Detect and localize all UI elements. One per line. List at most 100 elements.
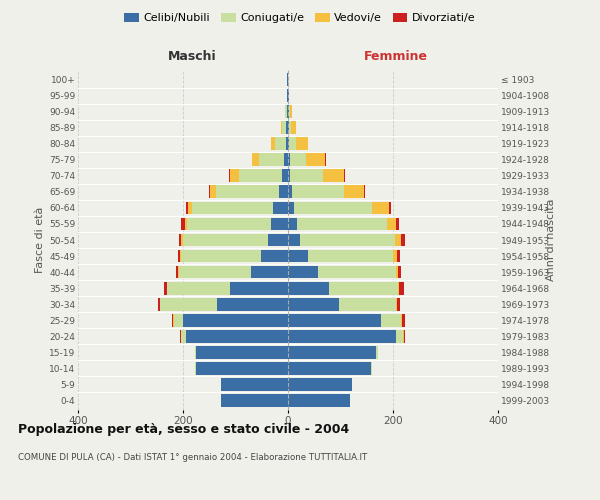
Bar [158,298,160,310]
Bar [172,314,173,326]
Bar [397,250,400,262]
Bar [329,282,398,294]
Bar [192,202,274,214]
Bar [291,122,296,134]
Bar [395,330,403,342]
Bar [288,298,340,310]
Bar [215,186,278,198]
Bar [393,250,397,262]
Bar [288,394,350,407]
Bar [387,218,396,230]
Bar [195,362,196,374]
Bar [344,170,345,182]
Bar [271,218,288,230]
Bar [288,346,376,358]
Bar [382,314,401,326]
Bar [299,234,395,246]
Bar [323,170,344,182]
Bar [396,298,397,310]
Bar [274,202,288,214]
Bar [288,170,290,182]
Bar [290,170,323,182]
Bar [376,346,378,358]
Bar [398,282,400,294]
Bar [289,106,290,118]
Bar [400,282,404,294]
Bar [401,314,403,326]
Bar [396,218,399,230]
Bar [281,122,282,134]
Bar [286,138,288,150]
Bar [185,218,187,230]
Bar [209,186,210,198]
Bar [286,122,288,134]
Bar [196,362,288,374]
Bar [188,202,192,214]
Bar [179,234,181,246]
Bar [183,234,268,246]
Bar [372,202,389,214]
Bar [288,234,299,246]
Bar [287,106,288,118]
Bar [259,154,284,166]
Bar [396,266,398,278]
Bar [282,170,288,182]
Bar [288,330,395,342]
Bar [288,314,382,326]
Bar [181,234,183,246]
Bar [286,106,287,118]
Bar [181,250,260,262]
Bar [284,154,288,166]
Bar [221,378,288,391]
Bar [389,202,391,214]
Bar [288,218,298,230]
Bar [282,122,286,134]
Bar [230,170,239,182]
Bar [176,266,178,278]
Bar [210,186,215,198]
Bar [290,154,307,166]
Bar [195,346,196,358]
Y-axis label: Anni di nascita: Anni di nascita [545,198,556,281]
Bar [288,186,292,198]
Bar [183,314,288,326]
Bar [288,378,352,391]
Bar [398,266,401,278]
Bar [275,138,286,150]
Bar [230,282,288,294]
Bar [288,266,319,278]
Bar [268,234,288,246]
Bar [253,154,259,166]
Bar [181,218,185,230]
Bar [164,282,167,294]
Bar [340,298,396,310]
Bar [371,362,372,374]
Bar [179,266,251,278]
Y-axis label: Fasce di età: Fasce di età [35,207,45,273]
Bar [187,218,271,230]
Bar [296,138,308,150]
Bar [364,186,365,198]
Bar [401,234,404,246]
Bar [167,282,230,294]
Bar [173,314,183,326]
Bar [239,170,282,182]
Bar [251,266,288,278]
Bar [292,186,344,198]
Bar [288,202,295,214]
Bar [307,154,325,166]
Bar [397,298,400,310]
Bar [160,298,217,310]
Bar [289,122,291,134]
Bar [295,202,372,214]
Bar [178,250,180,262]
Bar [196,346,288,358]
Text: Popolazione per età, sesso e stato civile - 2004: Popolazione per età, sesso e stato civil… [18,422,349,436]
Bar [319,266,396,278]
Text: Femmine: Femmine [364,50,428,62]
Bar [288,250,308,262]
Bar [186,202,188,214]
Bar [308,250,393,262]
Bar [185,330,288,342]
Bar [290,106,292,118]
